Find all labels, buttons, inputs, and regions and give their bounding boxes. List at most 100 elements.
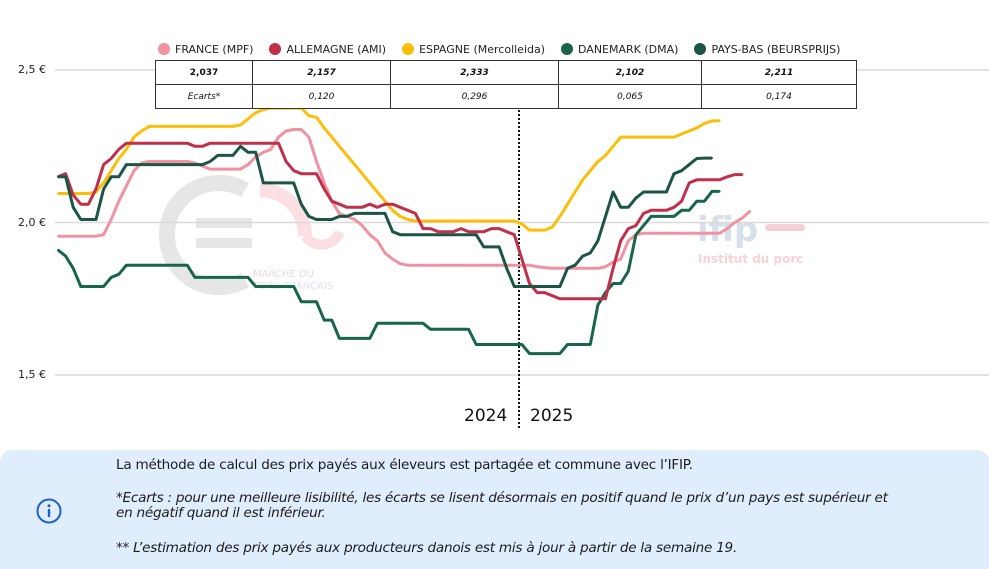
data-point[interactable] (627, 206, 630, 209)
data-point[interactable] (505, 267, 508, 270)
data-point[interactable] (665, 215, 668, 218)
data-point[interactable] (733, 221, 736, 224)
data-point[interactable] (201, 163, 204, 166)
data-point[interactable] (718, 190, 721, 193)
data-point[interactable] (581, 255, 584, 258)
data-point[interactable] (307, 215, 310, 218)
data-point[interactable] (178, 125, 181, 128)
data-point[interactable] (589, 267, 592, 270)
data-point[interactable] (741, 173, 744, 176)
data-point[interactable] (384, 203, 386, 206)
data-point[interactable] (657, 191, 660, 193)
data-point[interactable] (604, 297, 607, 300)
data-point[interactable] (482, 220, 485, 222)
data-point[interactable] (353, 206, 356, 209)
data-point[interactable] (543, 266, 546, 269)
data-point[interactable] (277, 136, 280, 139)
data-point[interactable] (277, 142, 280, 145)
data-point[interactable] (163, 264, 166, 267)
legend-item-allemagne[interactable]: ALLEMAGNE (AMI) (269, 43, 386, 56)
data-point[interactable] (110, 276, 113, 279)
data-point[interactable] (498, 264, 501, 267)
data-point[interactable] (155, 264, 158, 267)
data-point[interactable] (64, 175, 67, 178)
data-point[interactable] (148, 125, 151, 128)
data-point[interactable] (262, 151, 265, 154)
data-point[interactable] (79, 285, 82, 288)
data-point[interactable] (57, 175, 59, 178)
data-point[interactable] (323, 181, 326, 184)
data-point[interactable] (665, 209, 668, 212)
data-point[interactable] (133, 169, 135, 172)
data-point[interactable] (612, 267, 615, 270)
data-point[interactable] (87, 235, 90, 238)
data-point[interactable] (254, 285, 257, 288)
data-point[interactable] (627, 239, 630, 242)
data-point[interactable] (437, 328, 440, 331)
data-point[interactable] (749, 210, 751, 213)
data-point[interactable] (300, 172, 303, 175)
data-point[interactable] (285, 130, 288, 132)
data-point[interactable] (231, 142, 234, 145)
data-point[interactable] (452, 230, 455, 233)
data-point[interactable] (498, 245, 501, 248)
data-point[interactable] (79, 203, 82, 206)
data-point[interactable] (315, 300, 318, 303)
data-point[interactable] (444, 328, 447, 331)
data-point[interactable] (589, 252, 592, 254)
data-point[interactable] (634, 224, 637, 227)
data-point[interactable] (634, 197, 637, 200)
data-point[interactable] (292, 285, 295, 288)
data-point[interactable] (209, 168, 212, 171)
data-point[interactable] (117, 175, 120, 178)
data-point[interactable] (368, 203, 371, 206)
data-point[interactable] (209, 142, 212, 145)
data-point[interactable] (110, 175, 113, 178)
data-point[interactable] (376, 206, 379, 209)
data-point[interactable] (224, 142, 227, 145)
data-point[interactable] (148, 142, 151, 145)
data-point[interactable] (346, 154, 348, 157)
data-point[interactable] (361, 206, 364, 209)
data-point[interactable] (247, 151, 250, 154)
data-point[interactable] (216, 125, 219, 128)
data-point[interactable] (581, 178, 584, 181)
data-point[interactable] (201, 145, 204, 148)
data-point[interactable] (673, 232, 675, 235)
data-point[interactable] (155, 160, 158, 163)
data-point[interactable] (566, 297, 569, 300)
data-point[interactable] (673, 206, 675, 209)
data-point[interactable] (695, 200, 698, 203)
data-point[interactable] (536, 229, 539, 232)
data-point[interactable] (201, 125, 204, 128)
data-point[interactable] (604, 154, 607, 157)
data-point[interactable] (558, 297, 561, 300)
data-point[interactable] (133, 142, 135, 145)
data-point[interactable] (125, 264, 128, 267)
data-point[interactable] (650, 215, 653, 218)
data-point[interactable] (627, 136, 630, 139)
data-point[interactable] (285, 160, 288, 163)
data-point[interactable] (140, 163, 143, 166)
data-point[interactable] (650, 136, 653, 139)
data-point[interactable] (72, 267, 75, 270)
data-point[interactable] (422, 227, 424, 230)
data-point[interactable] (429, 220, 432, 222)
data-point[interactable] (422, 233, 424, 236)
data-point[interactable] (467, 264, 470, 267)
data-point[interactable] (239, 276, 242, 279)
data-point[interactable] (452, 264, 455, 267)
data-point[interactable] (505, 343, 508, 346)
data-point[interactable] (338, 215, 341, 218)
data-point[interactable] (64, 172, 67, 175)
data-point[interactable] (581, 297, 584, 300)
legend-item-danemark[interactable]: DANEMARK (DMA) (561, 43, 678, 56)
data-point[interactable] (467, 328, 470, 331)
data-point[interactable] (64, 192, 67, 195)
data-point[interactable] (384, 200, 386, 203)
data-point[interactable] (673, 215, 675, 218)
data-point[interactable] (627, 270, 630, 273)
data-point[interactable] (642, 212, 645, 215)
data-point[interactable] (353, 218, 356, 221)
data-point[interactable] (490, 343, 493, 346)
